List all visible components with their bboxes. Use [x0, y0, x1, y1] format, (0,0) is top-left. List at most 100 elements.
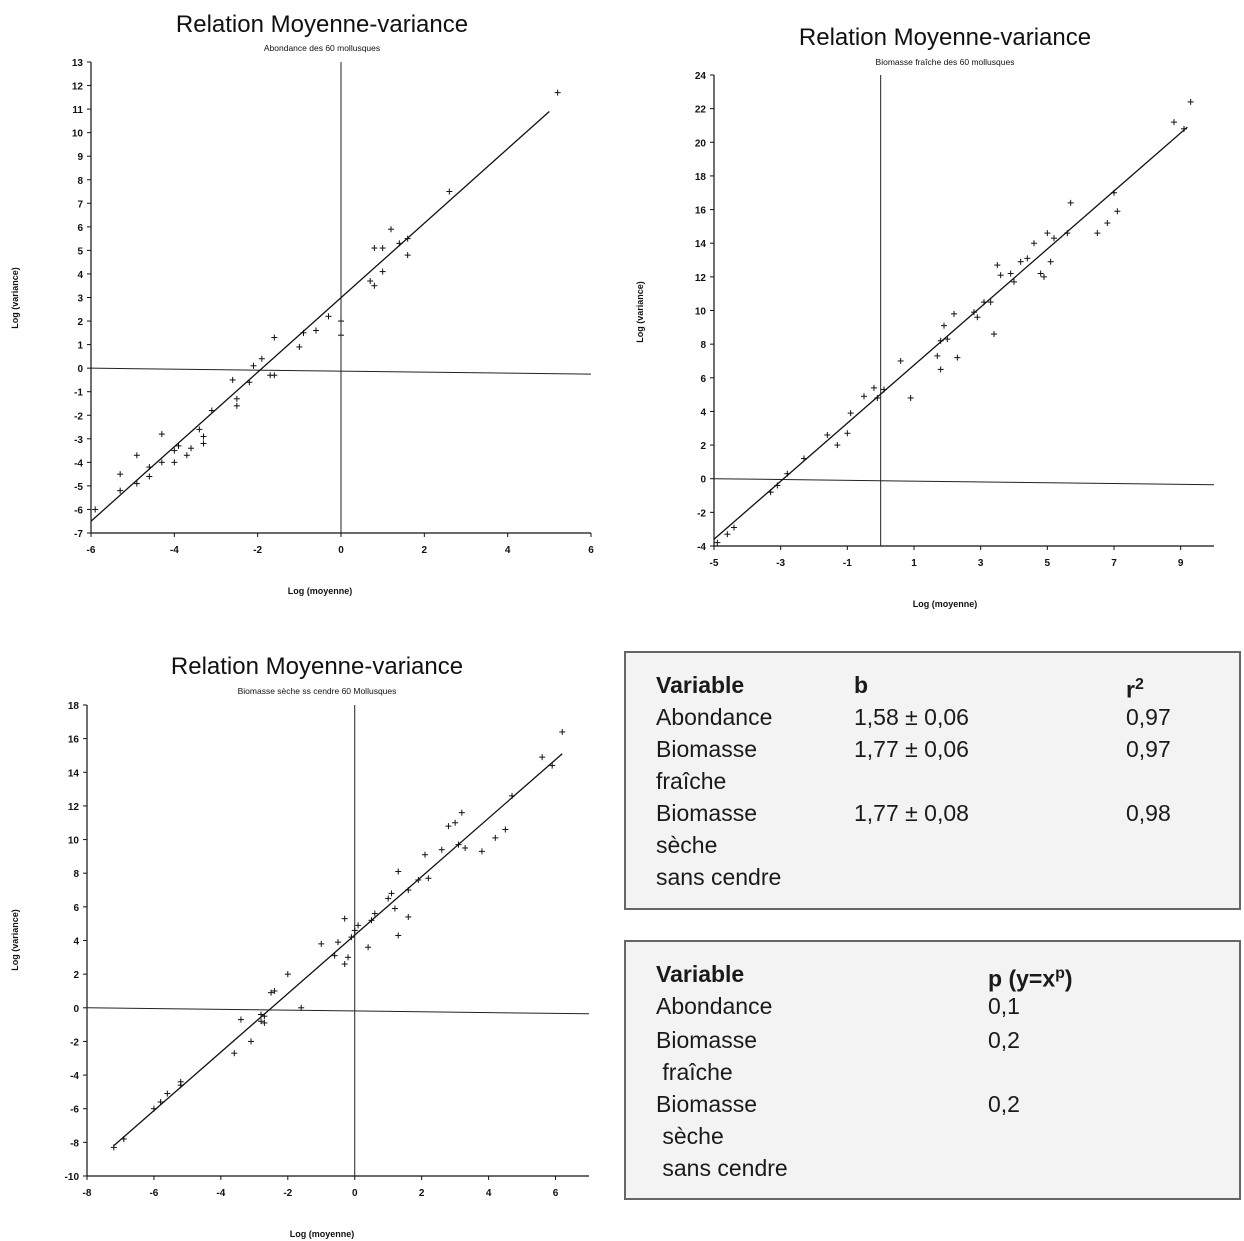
y-tick-label: 16	[68, 735, 80, 746]
data-point	[365, 944, 372, 951]
data-point	[971, 309, 977, 316]
data-point	[117, 487, 124, 494]
data-point	[937, 366, 944, 373]
y-tick-label: -1	[74, 388, 83, 399]
y-tick-label: 18	[68, 701, 80, 712]
data-point	[271, 987, 278, 994]
data-point	[335, 939, 341, 946]
data-point	[951, 310, 957, 317]
data-point	[229, 376, 236, 383]
x-tick-label: 6	[588, 545, 594, 556]
data-point	[341, 961, 348, 968]
row-r2: 0,98	[1126, 800, 1171, 826]
row-b: 1,77 ± 0,08	[854, 800, 969, 826]
x-tick-label: 2	[419, 1188, 425, 1199]
x-tick-label: -8	[83, 1188, 92, 1199]
data-point	[954, 354, 961, 361]
data-point	[133, 480, 140, 487]
data-point	[208, 407, 215, 414]
x-tick-label: -2	[253, 545, 262, 556]
data-point	[318, 940, 325, 947]
data-point	[1024, 255, 1031, 262]
data-point	[298, 1004, 305, 1011]
data-point	[1017, 258, 1024, 265]
data-point	[271, 334, 278, 341]
data-point	[1171, 119, 1177, 126]
data-point	[246, 379, 253, 386]
data-point	[395, 868, 402, 875]
data-point	[388, 226, 394, 233]
row-variable: Biomasse fraîche	[656, 1027, 757, 1085]
header-r2-base: r	[1126, 676, 1135, 703]
data-point	[881, 386, 887, 393]
y-tick-label: 14	[68, 768, 80, 779]
exponent-table: Variable p (y=xp) Abondance 0,1 Biomasse…	[624, 940, 1241, 1200]
data-point	[1104, 220, 1111, 227]
data-point	[355, 922, 362, 929]
y-tick-label: 4	[700, 407, 706, 418]
data-point	[338, 332, 344, 339]
x-tick-label: -5	[710, 558, 719, 569]
row-variable: Biomasse sèche sans cendre	[656, 1091, 788, 1181]
data-point	[348, 934, 355, 941]
data-point	[271, 372, 278, 379]
data-point	[325, 313, 332, 320]
y-tick-label: 10	[695, 307, 707, 318]
row-p: 0,2	[988, 1091, 1020, 1117]
y-tick-label: 3	[77, 294, 83, 305]
data-point	[731, 524, 737, 531]
data-point	[934, 352, 941, 359]
row-variable: Abondance	[656, 993, 773, 1019]
data-point	[1114, 208, 1121, 215]
data-point	[834, 442, 841, 449]
y-tick-label: 8	[700, 340, 706, 351]
regression-table: Variable b r2 Abondance 1,58 ± 0,06 0,97…	[624, 651, 1241, 910]
y-tick-label: 8	[73, 869, 79, 880]
row-b: 1,58 ± 0,06	[854, 704, 969, 730]
chart-title: Relation Moyenne-variance	[176, 11, 468, 38]
chart-title: Relation Moyenne-variance	[171, 653, 463, 680]
data-point	[1041, 273, 1047, 280]
x-tick-label: 4	[486, 1188, 492, 1199]
data-point	[861, 393, 867, 400]
data-point	[415, 876, 422, 883]
header-p-close: )	[1064, 965, 1073, 992]
chart-title: Relation Moyenne-variance	[799, 24, 1091, 51]
data-point	[146, 464, 153, 471]
x-tick-label: 9	[1178, 558, 1184, 569]
y-tick-label: 14	[695, 239, 707, 250]
data-point	[1011, 278, 1017, 285]
y-tick-label: 16	[695, 206, 707, 217]
data-point	[133, 452, 140, 459]
x-tick-label: -6	[149, 1188, 158, 1199]
data-point	[478, 848, 485, 855]
data-point	[502, 826, 509, 833]
data-point	[1007, 270, 1014, 277]
horizontal-zero-line	[90, 367, 592, 375]
header-p: p (y=xp)	[988, 958, 1073, 995]
data-point	[164, 1090, 171, 1097]
data-point	[258, 355, 265, 362]
y-tick-label: 12	[72, 82, 84, 93]
data-point	[991, 331, 997, 338]
data-point	[284, 971, 291, 978]
header-r2-sup: 2	[1134, 676, 1144, 693]
regression-line	[90, 110, 550, 522]
data-point	[405, 913, 412, 920]
data-point	[158, 459, 165, 466]
data-point	[1047, 258, 1054, 265]
data-point	[554, 89, 561, 96]
header-variable: Variable	[656, 961, 745, 987]
x-tick-label: -6	[87, 545, 96, 556]
data-point	[458, 809, 465, 816]
data-point	[1094, 230, 1101, 237]
data-point	[994, 262, 1001, 269]
x-axis-label: Log (moyenne)	[290, 1229, 355, 1239]
y-tick-label: -8	[70, 1138, 79, 1149]
data-point	[997, 272, 1004, 279]
regression-line	[113, 753, 563, 1147]
data-point	[455, 841, 462, 848]
data-point	[539, 754, 546, 761]
horizontal-zero-line	[713, 478, 1215, 486]
